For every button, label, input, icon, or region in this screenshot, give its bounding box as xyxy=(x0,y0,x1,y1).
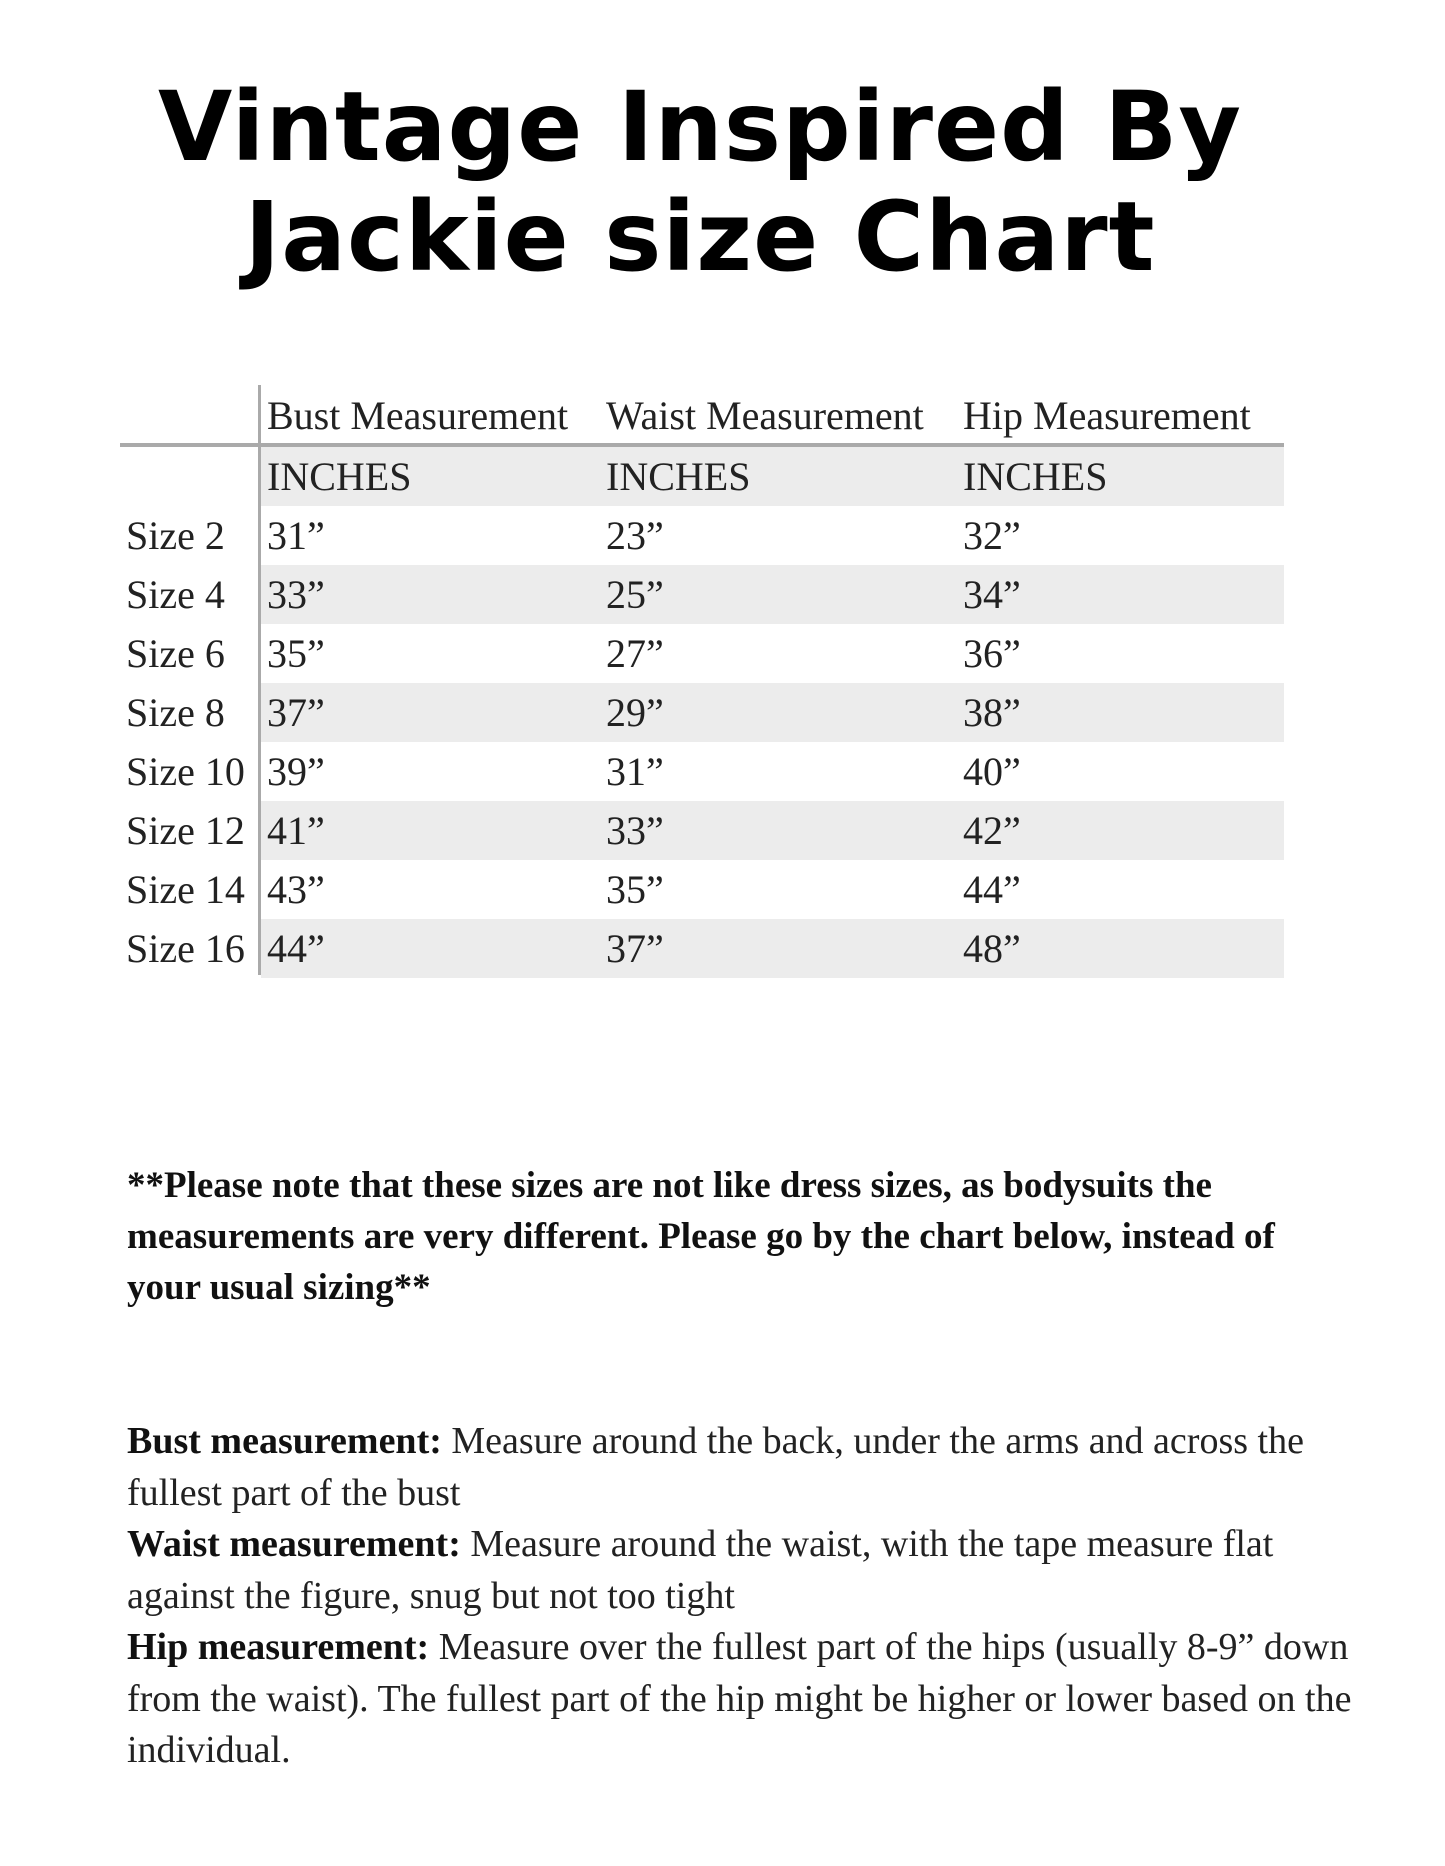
waist-value: 33” xyxy=(606,808,664,853)
title-line-2: Jackie size Chart xyxy=(244,181,1156,293)
hip-value: 32” xyxy=(963,513,1021,558)
header-waist: Waist Measurement xyxy=(606,393,924,438)
table-row: Size 4 33” 25” 34” xyxy=(120,565,1284,624)
unit-waist: INCHES xyxy=(606,454,751,499)
sizing-note: **Please note that these sizes are not l… xyxy=(127,1165,1275,1308)
table-header-row: Bust Measurement Waist Measurement Hip M… xyxy=(120,385,1284,443)
column-divider xyxy=(258,385,261,975)
bust-value: 31” xyxy=(267,513,325,558)
size-label: Size 10 xyxy=(126,749,245,794)
definition-item: Hip measurement: Measure over the fulles… xyxy=(127,1622,1357,1777)
unit-hip: INCHES xyxy=(963,454,1108,499)
bust-value: 43” xyxy=(267,867,325,912)
title-line-1: Vintage Inspired By xyxy=(158,71,1242,183)
bust-value: 44” xyxy=(267,926,325,971)
size-label: Size 14 xyxy=(126,867,245,912)
header-divider xyxy=(120,443,1284,447)
hip-value: 38” xyxy=(963,690,1021,735)
definition-text: Measure over the fullest part of the hip… xyxy=(127,1626,1361,1771)
bust-value: 37” xyxy=(267,690,325,735)
header-bust: Bust Measurement xyxy=(267,393,569,438)
measurement-definitions: Bust measurement: Measure around the bac… xyxy=(127,1416,1357,1777)
size-label: Size 4 xyxy=(126,572,225,617)
size-label: Size 16 xyxy=(126,926,245,971)
bust-value: 33” xyxy=(267,572,325,617)
table-row: Size 16 44” 37” 48” xyxy=(120,919,1284,978)
bust-value: 35” xyxy=(267,631,325,676)
definition-term: Waist measurement: xyxy=(127,1523,461,1565)
waist-value: 23” xyxy=(606,513,664,558)
definition-text: Measure around the back, under the arms … xyxy=(127,1420,1314,1514)
table-row: Size 2 31” 23” 32” xyxy=(120,506,1284,565)
size-label: Size 8 xyxy=(126,690,225,735)
hip-value: 40” xyxy=(963,749,1021,794)
unit-bust: INCHES xyxy=(267,454,412,499)
hip-value: 42” xyxy=(963,808,1021,853)
page-title: Vintage Inspired By Jackie size Chart xyxy=(0,72,1400,292)
size-label: Size 6 xyxy=(126,631,225,676)
header-hip: Hip Measurement xyxy=(963,393,1251,438)
table-row: Size 14 43” 35” 44” xyxy=(120,860,1284,919)
definition-term: Bust measurement: xyxy=(127,1420,442,1462)
waist-value: 35” xyxy=(606,867,664,912)
waist-value: 27” xyxy=(606,631,664,676)
waist-value: 29” xyxy=(606,690,664,735)
definition-text: Measure around the waist, with the tape … xyxy=(127,1523,1283,1617)
bust-value: 39” xyxy=(267,749,325,794)
waist-value: 31” xyxy=(606,749,664,794)
hip-value: 48” xyxy=(963,926,1021,971)
waist-value: 37” xyxy=(606,926,664,971)
definition-item: Waist measurement: Measure around the wa… xyxy=(127,1519,1357,1622)
waist-value: 25” xyxy=(606,572,664,617)
table-row: Size 10 39” 31” 40” xyxy=(120,742,1284,801)
bust-value: 41” xyxy=(267,808,325,853)
size-label: Size 2 xyxy=(126,513,225,558)
hip-value: 34” xyxy=(963,572,1021,617)
hip-value: 36” xyxy=(963,631,1021,676)
definition-item: Bust measurement: Measure around the bac… xyxy=(127,1416,1357,1519)
table-row: Size 12 41” 33” 42” xyxy=(120,801,1284,860)
table-row: Size 6 35” 27” 36” xyxy=(120,624,1284,683)
table-row: Size 8 37” 29” 38” xyxy=(120,683,1284,742)
hip-value: 44” xyxy=(963,867,1021,912)
size-label: Size 12 xyxy=(126,808,245,853)
definition-term: Hip measurement: xyxy=(127,1626,430,1668)
units-row: INCHES INCHES INCHES xyxy=(120,447,1284,506)
